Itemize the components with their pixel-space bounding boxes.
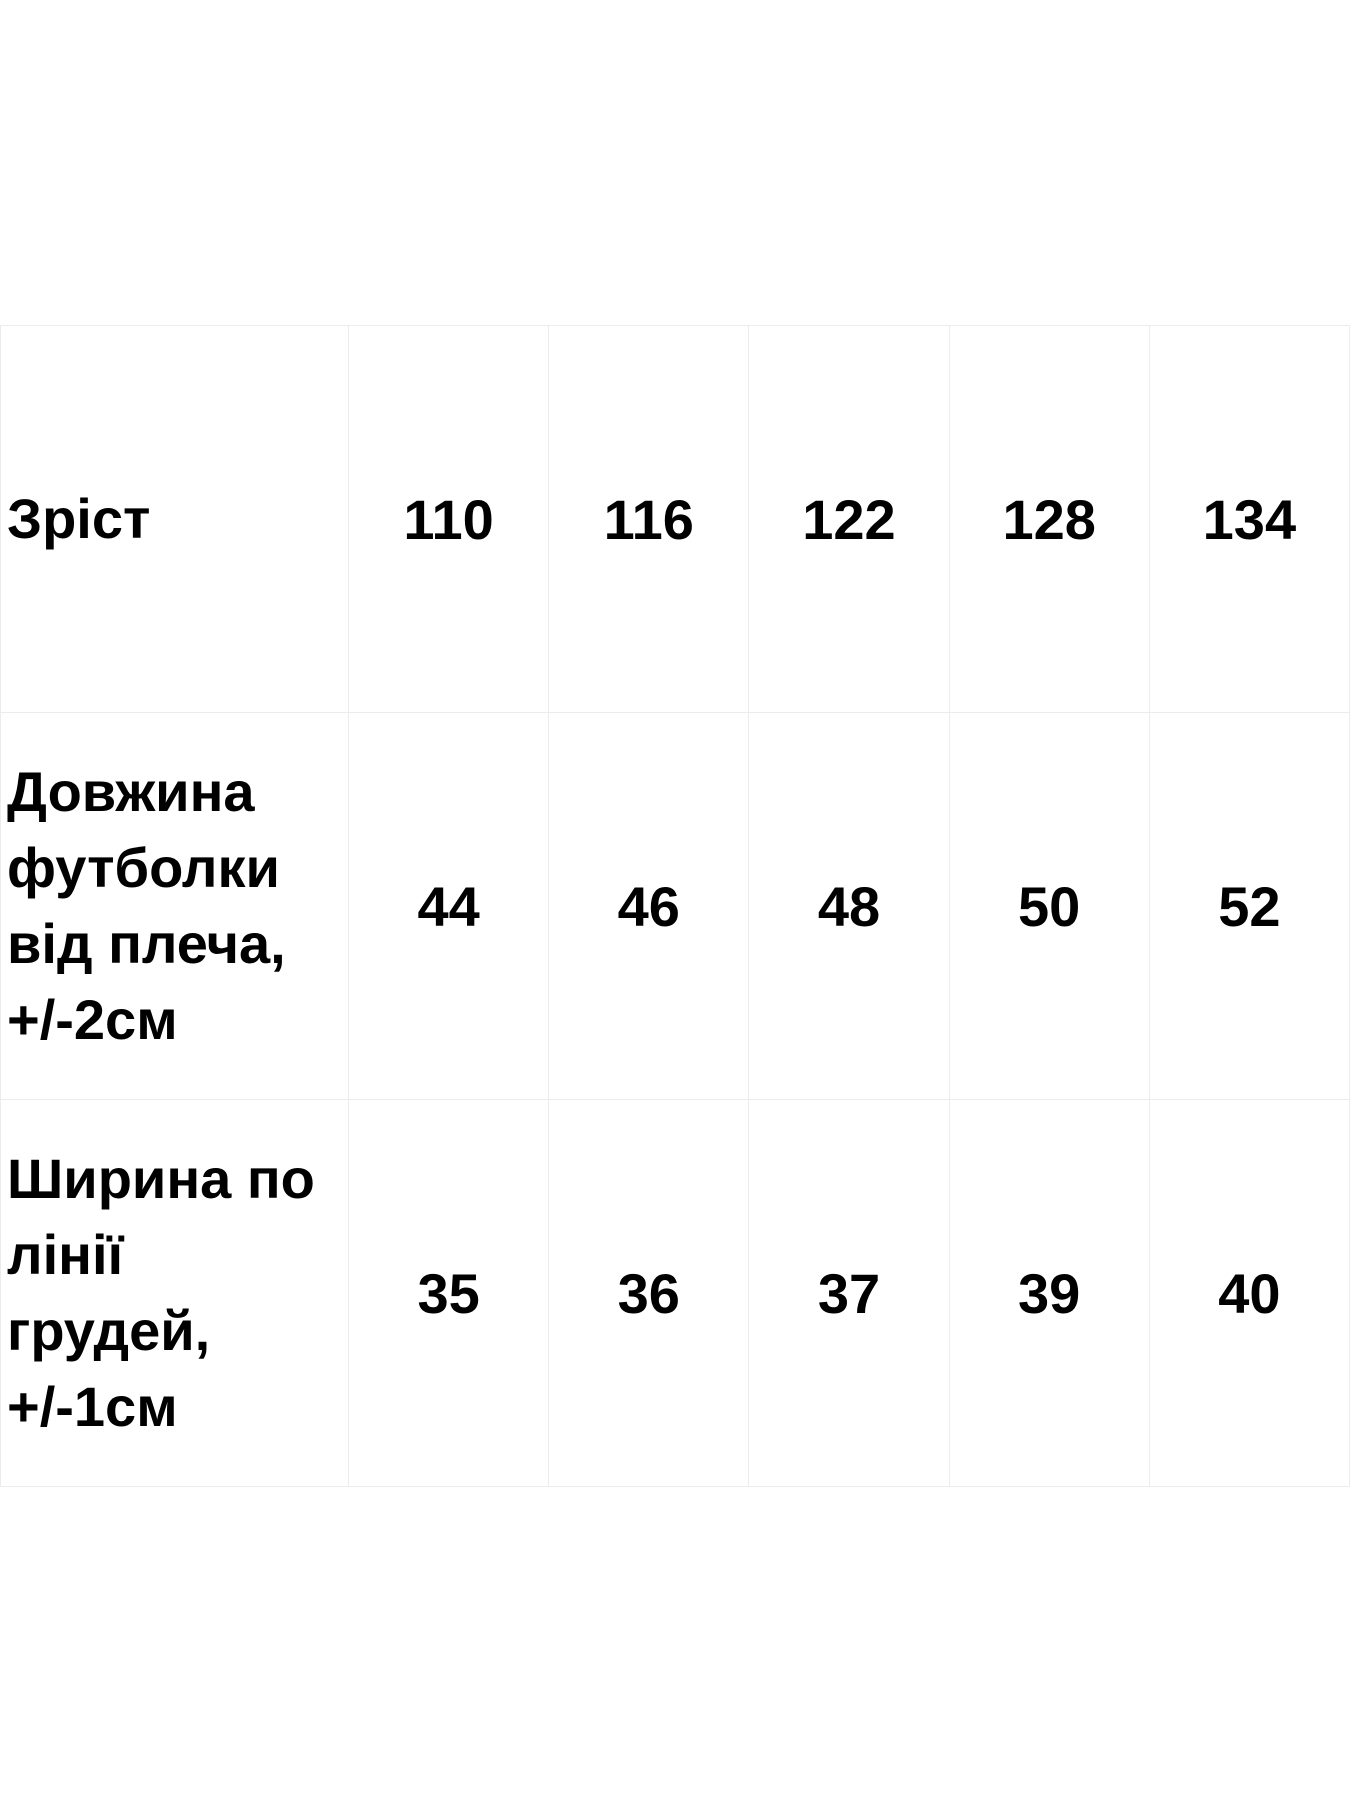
row-label-line: грудей, <box>7 1299 211 1362</box>
row-label-line: футболки <box>7 836 280 899</box>
table-cell: 122 <box>748 325 950 713</box>
row-label-line: Довжина <box>7 760 255 823</box>
table-row: Ширина по лінії грудей, +/-1см 35 36 37 39 40 <box>0 1099 1350 1487</box>
row-label: Довжина футболки від плеча, +/-2см <box>0 712 349 1100</box>
table-row: Зріст 110 116 122 128 134 <box>0 325 1350 713</box>
row-label-line: +/-2см <box>7 988 178 1051</box>
table-cell: 35 <box>347 1099 550 1487</box>
size-table: Зріст 110 116 122 128 134 Довжина футболки від п… <box>0 325 1350 1487</box>
table-cell: 37 <box>748 1099 950 1487</box>
table-row: Довжина футболки від плеча, +/-2см 44 46 48 50 5… <box>0 712 1350 1100</box>
table-cell: 36 <box>548 1099 750 1487</box>
row-label-line: від плеча, <box>7 912 286 975</box>
table-cell: 50 <box>948 712 1150 1100</box>
table-cell: 46 <box>548 712 750 1100</box>
row-label-line: Зріст <box>7 487 151 550</box>
table-cell: 39 <box>948 1099 1150 1487</box>
table-cell: 40 <box>1148 1099 1350 1487</box>
table-cell: 110 <box>347 325 550 713</box>
row-label: Ширина по лінії грудей, +/-1см <box>0 1099 349 1487</box>
row-label-line: лінії <box>7 1223 124 1286</box>
table-cell: 128 <box>948 325 1150 713</box>
table-cell: 116 <box>548 325 750 713</box>
table-cell: 52 <box>1148 712 1350 1100</box>
table-cell: 44 <box>347 712 550 1100</box>
row-label-line: Ширина по <box>7 1147 315 1210</box>
table-cell: 134 <box>1148 325 1350 713</box>
table-cell: 48 <box>748 712 950 1100</box>
row-label-line: +/-1см <box>7 1375 178 1438</box>
row-label: Зріст <box>0 325 349 713</box>
